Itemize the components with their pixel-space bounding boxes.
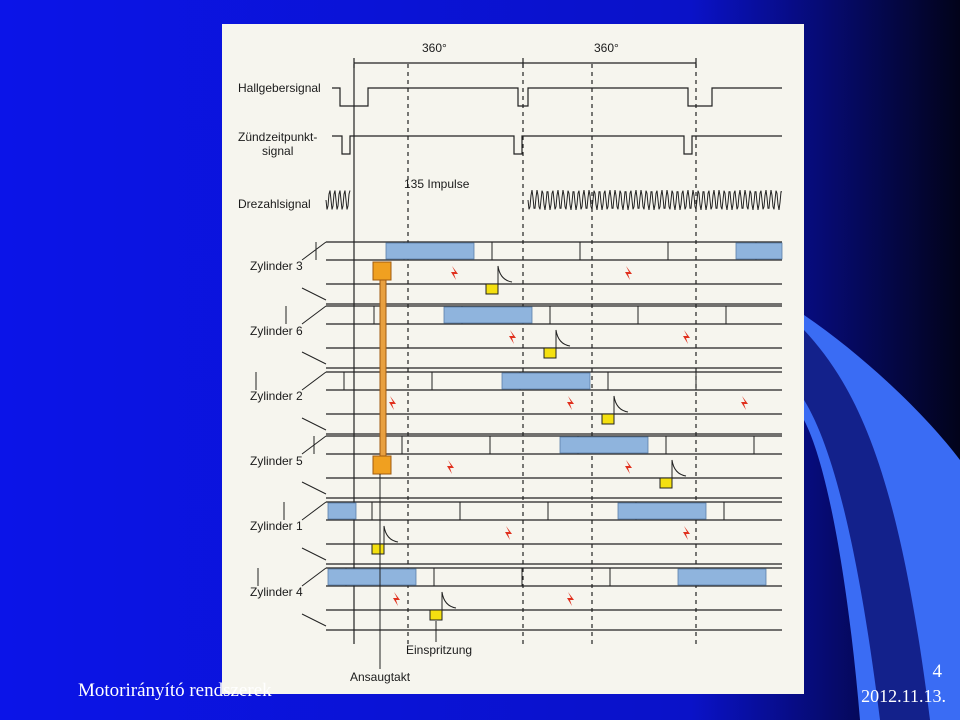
cylinder-row [257,567,782,631]
speed-signal-label: Drezahlsignal [238,197,311,211]
cylinder-row [255,371,782,435]
footer-date: 2012.11.13. [861,686,946,706]
cylinder-row [283,501,782,565]
angle-label-2: 360° [594,41,619,55]
timing-diagram: 360° 360° Hallgebersignal Zündzeitpunkt-… [222,24,804,694]
spark-marker-top [372,261,392,281]
cylinder-rows [255,241,783,631]
angle-label-1: 360° [422,41,447,55]
cylinder-label-1: Zylinder 1 [250,519,303,533]
cylinder-row [301,435,782,499]
cylinder-label-5: Zylinder 5 [250,454,303,468]
cylinder-label-2: Zylinder 2 [250,389,303,403]
intake-label: Ansaugtakt [350,670,411,684]
ignition-signal-label-line1: Zündzeitpunkt- [238,130,317,144]
ignition-signal-label-line2: signal [262,144,293,158]
cylinder-label-6: Zylinder 6 [250,324,303,338]
page-number: 4 [932,661,943,682]
spark-marker-bottom [372,455,392,475]
footer-title: Motorirányító rendszerek [78,680,272,701]
cylinder-row [301,241,783,305]
impulse-label: 135 Impulse [404,177,470,191]
speed-signal-wave [325,189,782,211]
decorative-swoosh-dark [804,330,930,720]
cylinder-label-3: Zylinder 3 [250,259,303,273]
cylinder-row [285,305,782,369]
injection-label: Einspritzung [406,643,472,657]
hall-signal-label: Hallgebersignal [238,81,321,95]
intake-link-bar [379,275,387,469]
cylinder-label-4: Zylinder 4 [250,585,303,599]
